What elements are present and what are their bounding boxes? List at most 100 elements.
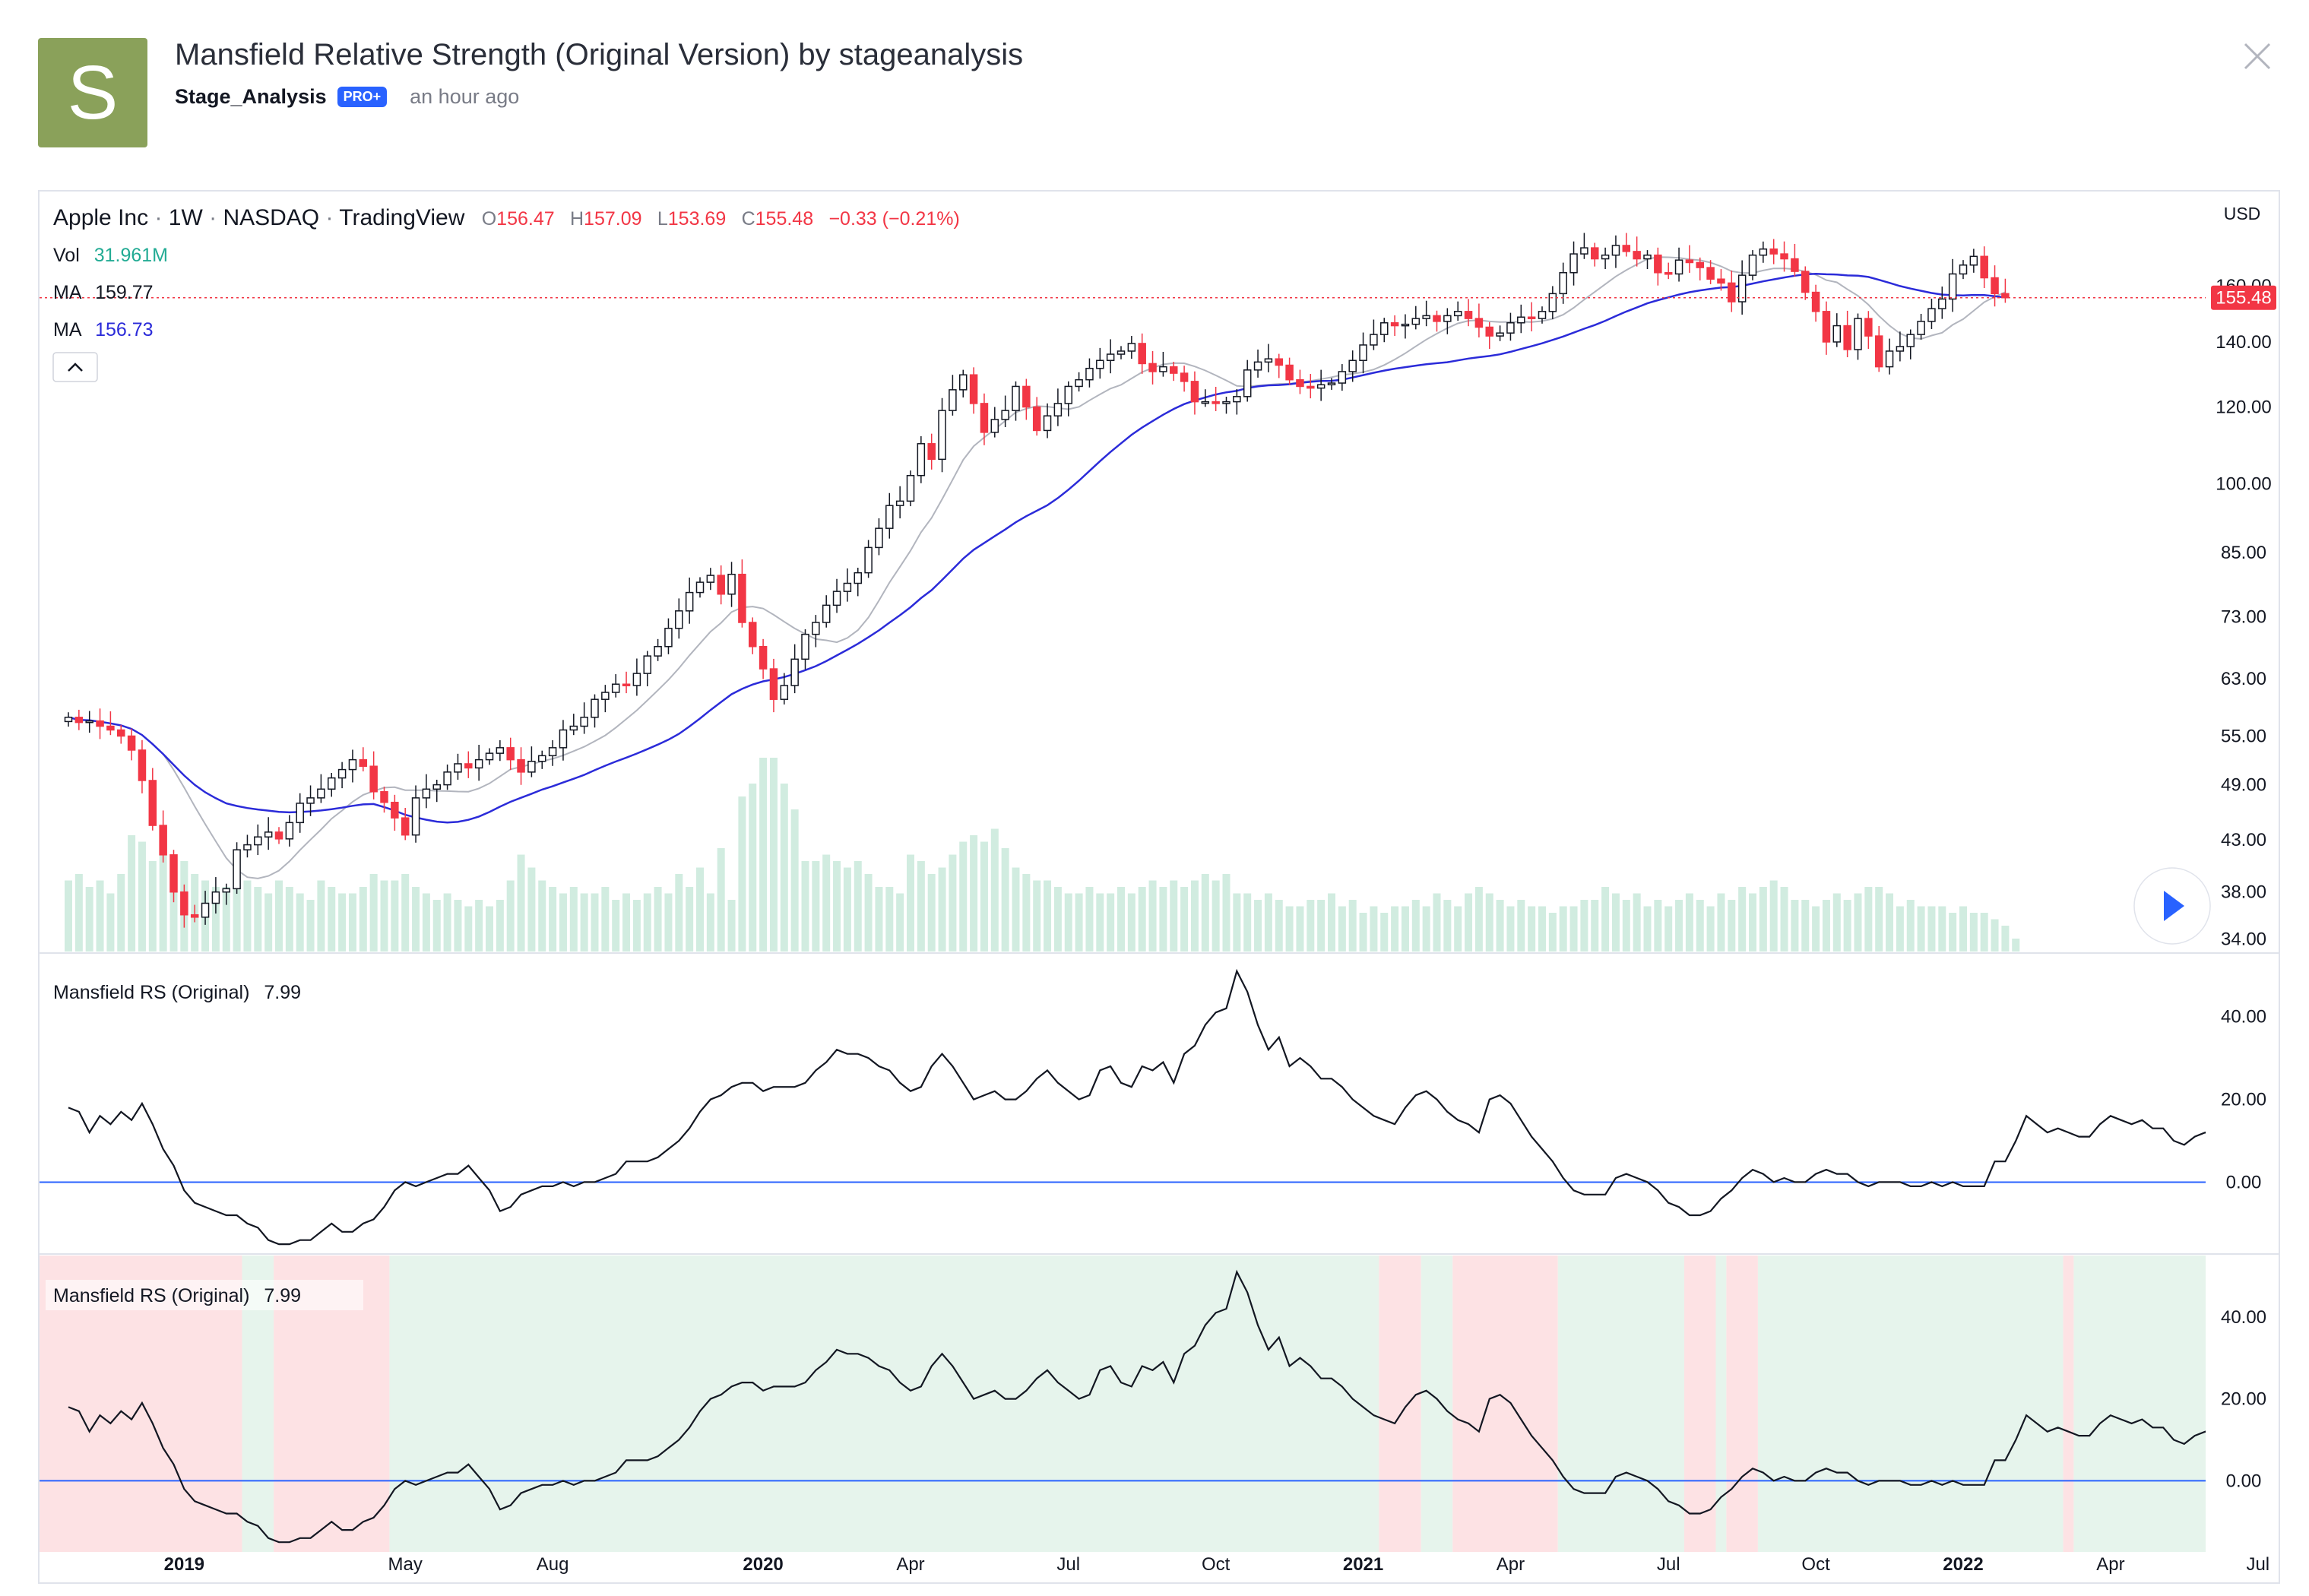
play-replay-button[interactable] (2133, 867, 2211, 945)
candles (64, 233, 2010, 928)
candle (422, 774, 431, 809)
candle (1190, 371, 1199, 415)
volume-bar (1085, 887, 1094, 952)
time-axis[interactable]: Oct2019MayAug2020AprJulOct2021AprJulOct2… (0, 1554, 2279, 1575)
volume-bar (706, 893, 714, 952)
volume-bar (1643, 906, 1652, 952)
candle (749, 617, 757, 654)
candle (1433, 310, 1441, 332)
candle (211, 877, 220, 914)
time-tick-label: Apr (896, 1554, 924, 1575)
candle (632, 658, 641, 696)
volume-bar (1433, 893, 1441, 952)
rs-region-negative (1726, 1256, 1758, 1552)
volume-bar (696, 867, 704, 952)
candle (538, 750, 546, 769)
volume-bar (654, 887, 662, 952)
volume-bar (738, 796, 746, 952)
candle (1748, 250, 1757, 280)
candle (1948, 258, 1957, 312)
volume-bar (1633, 893, 1641, 952)
volume-bar (1117, 887, 1125, 952)
candle (801, 629, 809, 670)
volume-bar (1938, 906, 1946, 952)
volume-bar (1401, 906, 1409, 952)
candle (254, 824, 262, 856)
volume-bar (1127, 893, 1135, 952)
author-name[interactable]: Stage_Analysis (175, 85, 327, 108)
volume-bar (949, 854, 957, 952)
chart-widget[interactable]: 160.00140.00120.00100.0085.0073.0063.005… (0, 190, 2280, 1584)
volume-bar (1296, 906, 1304, 952)
author-avatar[interactable]: S (38, 38, 147, 147)
close-icon[interactable] (2239, 38, 2276, 74)
time-tick-label: 2020 (743, 1554, 783, 1575)
volume-bar (1517, 900, 1525, 952)
price-tick-label: 43.00 (2221, 830, 2266, 850)
candle (474, 744, 483, 781)
high-value: 157.09 (584, 208, 641, 230)
candle (411, 785, 420, 843)
candle (1717, 269, 1725, 291)
candle (1380, 318, 1389, 343)
candle (1212, 386, 1220, 411)
volume-bar (875, 887, 883, 952)
candle (812, 615, 820, 648)
candle (927, 433, 936, 470)
price-tick-label: 140.00 (2216, 332, 2271, 353)
collapse-legend-button[interactable] (52, 352, 98, 382)
candle (1991, 265, 1999, 307)
candle (1874, 325, 1883, 372)
candle (190, 904, 199, 923)
candle (1075, 372, 1083, 392)
low-value: 153.69 (668, 208, 726, 230)
candle (717, 565, 725, 605)
candle (1769, 239, 1778, 264)
volume-bar (1370, 906, 1378, 952)
candle (296, 793, 304, 833)
rs-line (68, 1269, 2206, 1544)
candle (843, 568, 852, 602)
rs-region-positive (2073, 1256, 2206, 1552)
candle (1338, 364, 1347, 391)
volume-bar (2001, 926, 2010, 952)
candle (875, 518, 883, 556)
candle (159, 810, 167, 863)
candle (1496, 325, 1504, 341)
candle (949, 375, 957, 416)
volume-bar (380, 880, 388, 952)
volume-bar (885, 887, 894, 952)
volume-bar (264, 893, 273, 952)
candle (1938, 287, 1946, 319)
candle (622, 671, 631, 694)
rs-region-positive (1557, 1256, 1684, 1552)
volume-bar (1317, 900, 1326, 952)
rs-tick-label: 40.00 (2221, 1007, 2266, 1028)
volume-bar (938, 867, 946, 952)
candle (233, 842, 241, 895)
volume-bar (1685, 893, 1693, 952)
rs-region-negative (2063, 1256, 2074, 1552)
candle (1843, 310, 1851, 358)
candle (1969, 249, 1978, 273)
price-axis[interactable]: 160.00140.00120.00100.0085.0073.0063.005… (2216, 276, 2271, 950)
volume-bar (1791, 900, 1799, 952)
rs-legend: Mansfield RS (Original) 7.99 (53, 982, 301, 1003)
candle (359, 747, 368, 771)
candle (1664, 262, 1673, 280)
volume-bar (833, 861, 841, 952)
volume-bar (1053, 887, 1062, 952)
candle (1159, 351, 1167, 377)
volume-bar (369, 874, 378, 952)
chart-canvas[interactable]: 160.00140.00120.00100.0085.0073.0063.005… (0, 192, 2279, 1582)
rs-background-regions (40, 1256, 2206, 1552)
candle (759, 638, 768, 679)
candle (675, 598, 683, 639)
candle (138, 739, 147, 793)
candle (580, 702, 588, 734)
candle (548, 739, 557, 766)
volume-bar (1728, 900, 1736, 952)
volume-bar (65, 880, 72, 952)
candle (432, 779, 441, 803)
candle (1106, 339, 1115, 374)
